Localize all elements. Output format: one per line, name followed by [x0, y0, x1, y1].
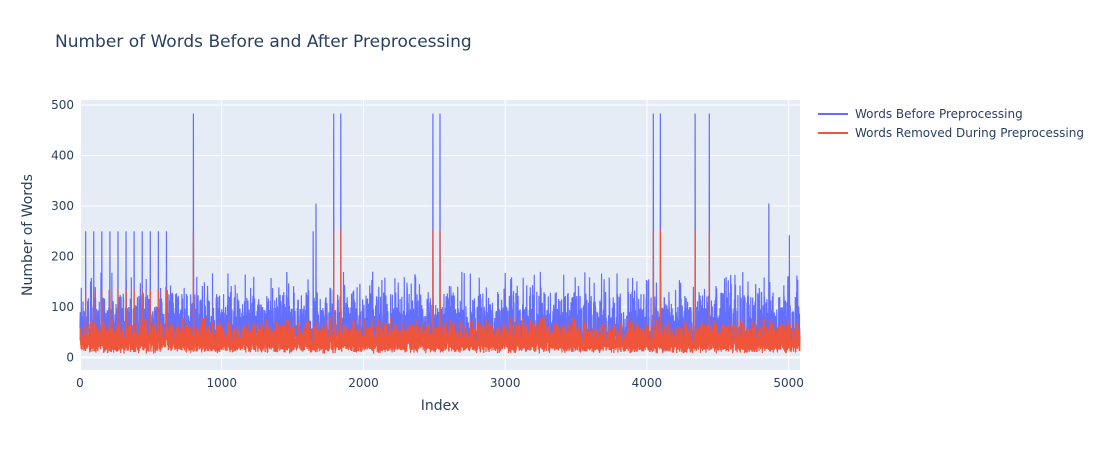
x-tick-label: 3000 [490, 376, 521, 390]
x-tick-label: 1000 [206, 376, 237, 390]
y-tick-label: 0 [66, 350, 74, 364]
x-tick-label: 2000 [348, 376, 379, 390]
y-axis-title: Number of Words [20, 174, 36, 296]
y-axis-ticks: 0 100 200 300 400 500 [51, 98, 74, 364]
y-tick-label: 300 [51, 199, 74, 213]
legend[interactable]: Words Before Preprocessing Words Removed… [818, 107, 1084, 140]
y-tick-label: 400 [51, 149, 74, 163]
x-tick-label: 5000 [773, 376, 804, 390]
x-tick-label: 4000 [632, 376, 663, 390]
chart-title: Number of Words Before and After Preproc… [55, 32, 472, 52]
series-line-words-removed [79, 230, 801, 355]
legend-item-before[interactable]: Words Before Preprocessing [818, 107, 1023, 121]
y-tick-label: 100 [51, 300, 74, 314]
x-axis-ticks: 0 1000 2000 3000 4000 5000 [76, 376, 804, 390]
series-line-words-before [79, 113, 801, 349]
x-tick-label: 0 [76, 376, 84, 390]
legend-item-removed[interactable]: Words Removed During Preprocessing [818, 126, 1084, 140]
series-layer [79, 113, 801, 355]
x-axis-title: Index [421, 398, 460, 414]
legend-label-removed: Words Removed During Preprocessing [855, 126, 1084, 140]
y-tick-label: 200 [51, 249, 74, 263]
legend-label-before: Words Before Preprocessing [855, 107, 1023, 121]
y-tick-label: 500 [51, 98, 74, 112]
